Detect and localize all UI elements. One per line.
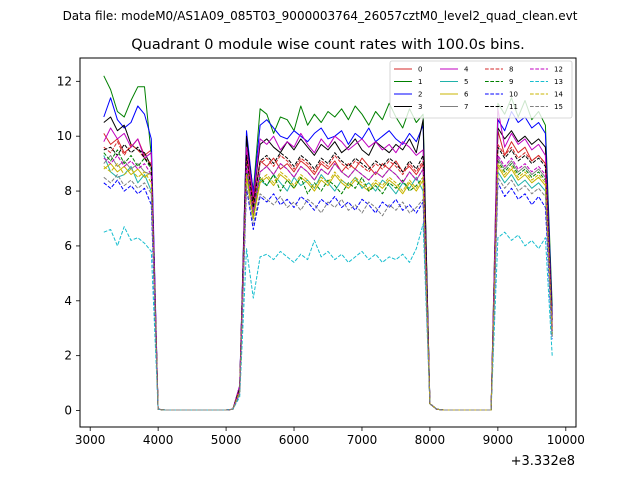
x-tick-label: 3000 bbox=[75, 433, 106, 447]
x-tick-label: 7000 bbox=[347, 433, 378, 447]
legend-label-12: 12 bbox=[554, 66, 563, 74]
legend-label-11: 11 bbox=[509, 103, 518, 111]
axes-frame bbox=[79, 57, 577, 428]
legend-label-1: 1 bbox=[418, 78, 422, 86]
x-tick-label: 10000 bbox=[547, 433, 585, 447]
legend-label-4: 4 bbox=[464, 66, 469, 74]
y-tick-label: 0 bbox=[64, 404, 72, 418]
legend-label-2: 2 bbox=[418, 91, 422, 99]
y-tick-label: 2 bbox=[64, 349, 72, 363]
suptitle: Data file: modeM0/AS1A09_085T03_90000037… bbox=[63, 9, 578, 23]
legend-box bbox=[389, 60, 573, 119]
series-line-15 bbox=[103, 174, 553, 411]
plot-area: 3000 4000 5000 6000 7000 8000 9000 100000246810… bbox=[57, 57, 585, 447]
legend-label-7: 7 bbox=[464, 103, 468, 111]
x-tick-label: 5000 bbox=[211, 433, 242, 447]
x-tick-label: 9000 bbox=[483, 433, 514, 447]
x-offset-label: +3.332e8 bbox=[511, 454, 575, 469]
legend-label-10: 10 bbox=[509, 91, 518, 99]
legend-label-8: 8 bbox=[509, 66, 513, 74]
legend-label-6: 6 bbox=[464, 91, 469, 99]
x-tick-label: 6000 bbox=[279, 433, 310, 447]
legend-label-14: 14 bbox=[554, 91, 563, 99]
legend-label-0: 0 bbox=[418, 66, 422, 74]
y-tick-label: 12 bbox=[57, 74, 72, 88]
x-tick-label: 4000 bbox=[143, 433, 174, 447]
legend-label-15: 15 bbox=[554, 103, 563, 111]
legend-label-3: 3 bbox=[418, 103, 422, 111]
x-tick-label: 8000 bbox=[415, 433, 446, 447]
chart-title: Quadrant 0 module wise count rates with … bbox=[131, 37, 525, 53]
legend-label-5: 5 bbox=[464, 78, 468, 86]
legend-label-9: 9 bbox=[509, 78, 513, 86]
y-tick-label: 8 bbox=[64, 184, 72, 198]
y-tick-label: 6 bbox=[64, 239, 72, 253]
y-tick-label: 4 bbox=[64, 294, 72, 308]
y-tick-label: 10 bbox=[57, 129, 72, 143]
legend-label-13: 13 bbox=[554, 78, 563, 86]
